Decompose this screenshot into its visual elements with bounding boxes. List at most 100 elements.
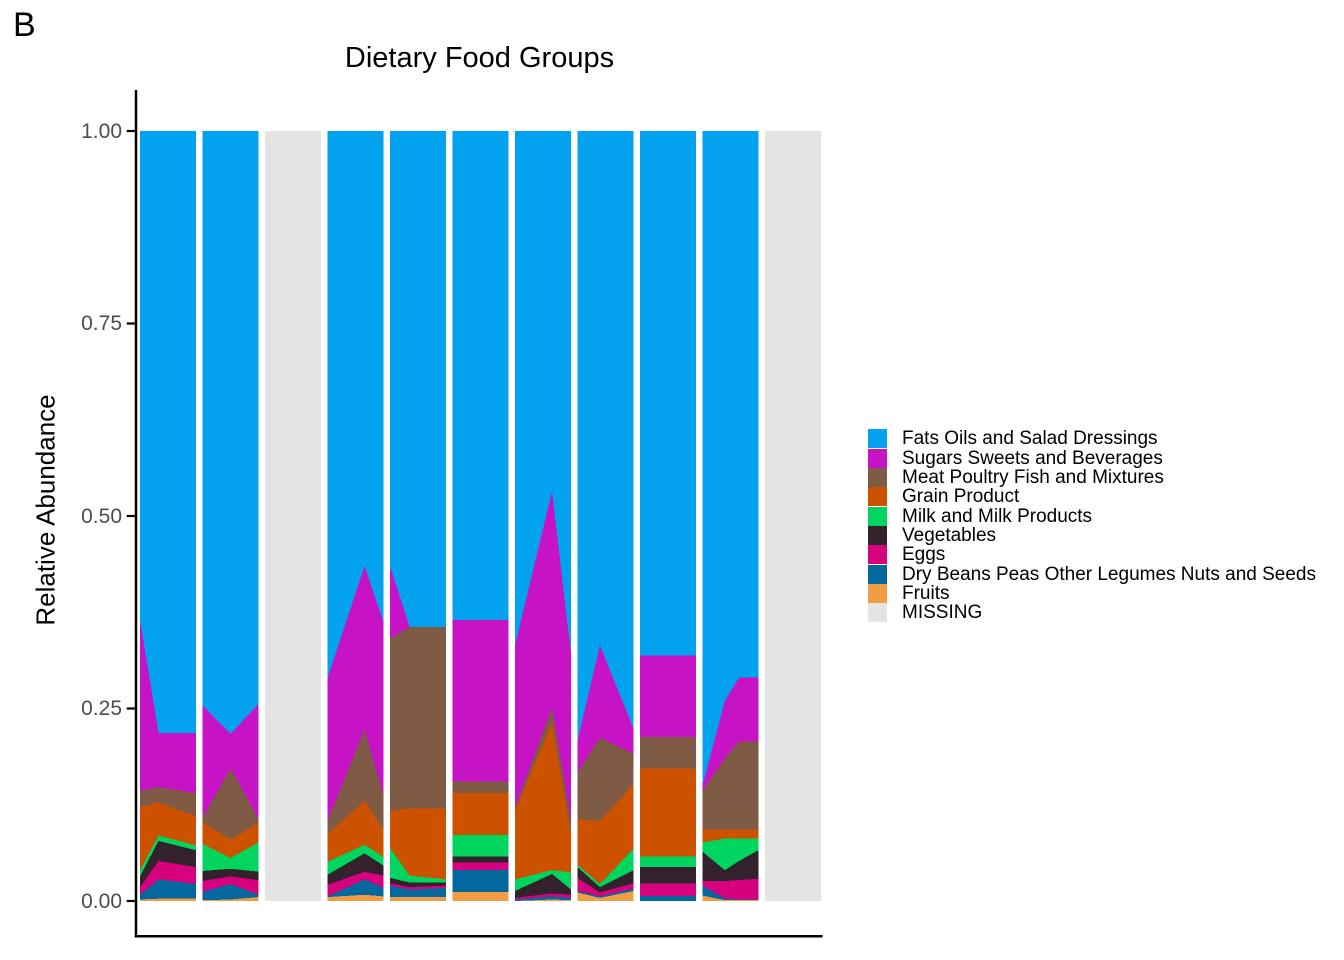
legend-item-meat: Meat Poultry Fish and Mixtures [868,466,1316,488]
column-7-layer-sugars [515,491,571,821]
column-10-layer-vegetables [702,850,759,881]
column-8-layer-milk [577,848,634,888]
y-tick-label: 0.25 [81,697,122,720]
column-1-layer-vegetables [140,840,196,888]
column-9-layer-meat [640,737,696,769]
column-4-layer-grain [327,800,384,862]
panel-label: B [13,6,36,44]
column-2-layer-fats [202,131,259,734]
column-6-layer-fats [452,131,509,620]
legend-label: Milk and Milk Products [902,505,1093,527]
meat-swatch-icon [868,467,887,487]
column-1-layer-milk [140,835,196,877]
column-7-layer-fruits [515,899,571,901]
column-6-layer-fruits [452,891,509,901]
column-8-layer-eggs [577,877,634,897]
column-4-layer-sugars [327,566,384,821]
column-9-layer-vegetables [640,867,696,884]
column-6-layer-sugars [452,620,509,782]
legend-item-fats: Fats Oils and Salad Dressings [868,429,1316,449]
column-8-layer-vegetables [577,867,634,893]
column-5-layer-sugars [390,566,446,639]
legend-item-dry_beans: Dry Beans Peas Other Legumes Nuts and Se… [868,564,1316,584]
milk-swatch-icon [868,506,887,526]
column-9-layer-eggs [640,883,696,896]
column-2-layer-grain [202,822,259,858]
column-7-layer-meat [515,707,571,834]
chart-title: Dietary Food Groups [344,42,615,74]
sugars-swatch-icon [868,448,887,468]
column-10-layer-fruits [702,895,759,901]
column-10-layer-sugars [702,677,759,791]
column-1-layer-fats [140,131,196,734]
column-4-layer-meat [327,730,384,834]
column-5-layer-eggs [390,883,446,890]
y-tick-label: 0.50 [81,504,122,528]
column-7-layer-vegetables [515,874,571,898]
column-9-layer-grain [640,768,696,857]
grain-swatch-icon [868,487,887,507]
column-7-layer-eggs [515,893,571,900]
column-6-layer-grain [452,793,509,835]
column-4-layer-fruits [327,894,384,901]
y-tick-label: 1.00 [81,119,122,143]
vegetables-swatch-icon [868,525,887,545]
fats-swatch-icon [868,429,887,449]
column-10-layer-eggs [702,878,759,900]
column-8-layer-fats [577,131,634,741]
column-4-layer-vegetables [327,853,384,885]
legend-item-eggs: Eggs [868,545,1316,565]
column-10-layer-dry_beans [702,885,759,901]
legend-item-vegetables: Vegetables [868,524,1316,546]
column-6-layer-eggs [452,862,509,871]
column-9-layer-milk [640,856,696,868]
column-5-layer-milk [390,847,446,883]
column-4-layer-eggs [327,871,384,897]
column-10-layer-meat [702,741,759,830]
column-9-layer-dry_beans [640,896,696,901]
column-8-layer-grain [577,784,634,885]
column-2-layer-fruits [202,897,259,901]
column-5-layer-fats [390,131,446,627]
column-8-layer-sugars [577,645,634,773]
column-2-layer-eggs [202,876,259,895]
legend-item-sugars: Sugars Sweets and Beverages [868,447,1316,469]
column-6-layer-dry_beans [452,870,509,892]
column-10-layer-milk [702,838,759,871]
column-4-layer-fats [327,131,384,679]
legend: Fats Oils and Salad Dressings Sugars Swee… [868,429,1316,624]
column-5-layer-meat [390,626,446,811]
column-7-layer-dry_beans [515,896,571,901]
column-11-missing [765,131,821,901]
legend-label: Sugars Sweets and Beverages [902,447,1163,469]
column-7-layer-grain [515,722,571,880]
column-3-missing [265,131,321,901]
column-6-layer-milk [452,834,509,857]
legend-label: MISSING [902,602,983,624]
column-9-layer-sugars [640,655,696,737]
y-tick-label: 0.00 [81,889,122,913]
column-8-layer-meat [577,737,634,821]
column-10-layer-fats [702,131,759,786]
fruits-swatch-icon [868,583,887,603]
column-1-layer-sugars [140,620,196,794]
column-2-layer-sugars [202,703,259,819]
column-1-layer-meat [140,787,196,817]
column-2-layer-meat [202,768,259,840]
column-8-layer-dry_beans [577,888,634,898]
column-4-layer-milk [327,844,384,875]
column-9-layer-fats [640,131,696,656]
legend-label: Meat Poultry Fish and Mixtures [902,466,1164,488]
column-7-layer-fats [515,131,571,654]
legend-item-fruits: Fruits [868,583,1316,603]
legend-label: Vegetables [902,524,997,546]
dry_beans-swatch-icon [868,564,887,584]
column-5-layer-dry_beans [390,885,446,898]
column-10-layer-grain [702,829,759,843]
column-1-layer-dry_beans [140,879,196,900]
column-8-layer-fruits [577,891,634,901]
eggs-swatch-icon [868,545,887,565]
column-6-layer-meat [452,781,509,794]
